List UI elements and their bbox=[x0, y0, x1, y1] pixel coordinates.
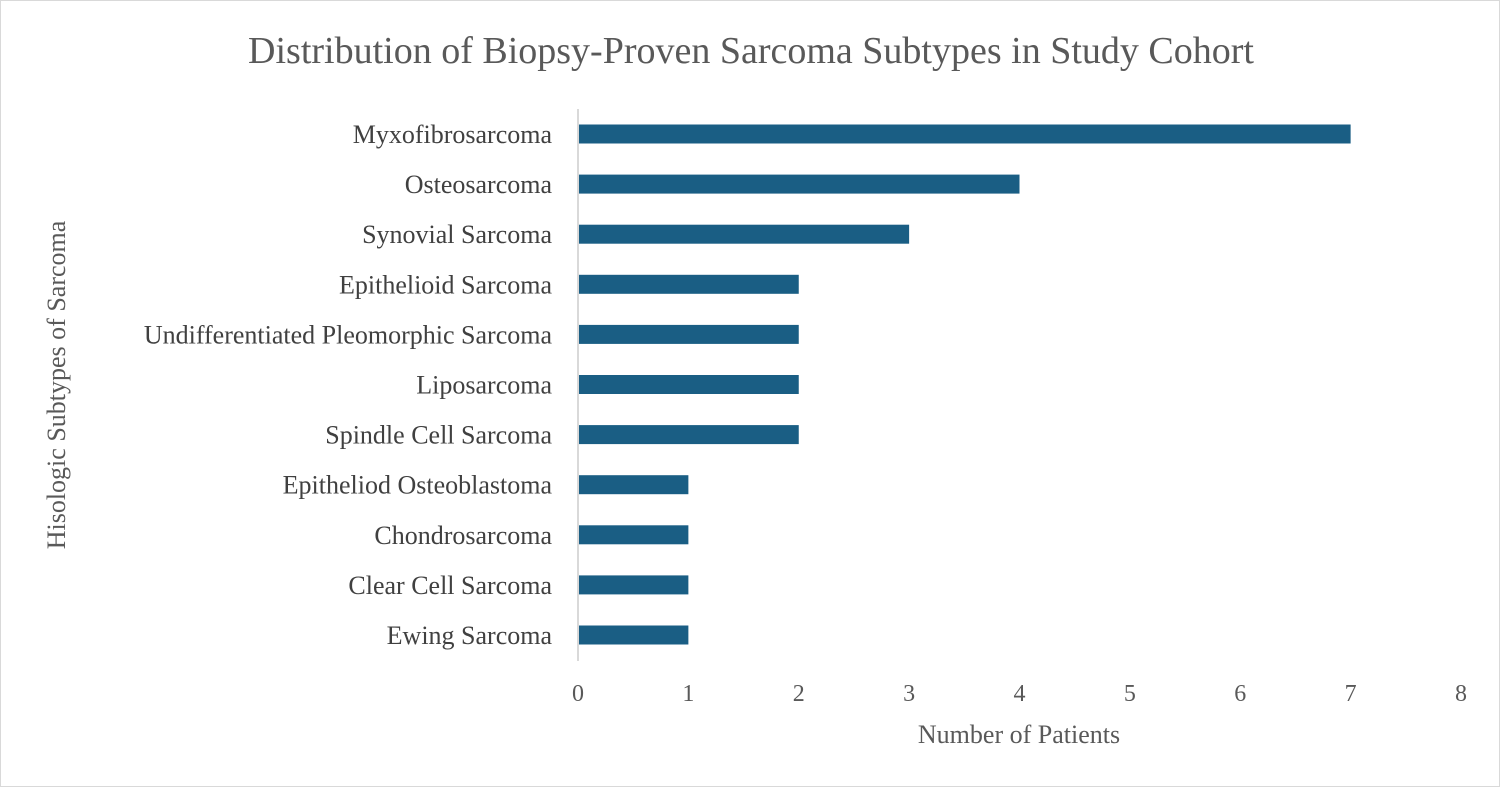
category-label: Undifferentiated Pleomorphic Sarcoma bbox=[144, 320, 553, 349]
category-label: Epitheliod Osteoblastoma bbox=[283, 471, 553, 500]
bar bbox=[578, 625, 689, 645]
x-axis-title: Number of Patients bbox=[918, 720, 1120, 749]
x-tick-label: 8 bbox=[1455, 681, 1467, 707]
category-label: Osteosarcoma bbox=[405, 170, 553, 199]
category-label: Myxofibrosarcoma bbox=[353, 120, 553, 149]
x-tick-label: 0 bbox=[572, 681, 584, 707]
x-tick-label: 7 bbox=[1345, 681, 1357, 707]
category-label: Spindle Cell Sarcoma bbox=[325, 421, 552, 450]
bar bbox=[578, 324, 799, 344]
category-label: Synovial Sarcoma bbox=[362, 220, 552, 249]
bar bbox=[578, 475, 689, 495]
bar bbox=[578, 525, 689, 545]
bar bbox=[578, 124, 1351, 144]
x-tick-labels: 0 1 2 3 4 5 6 7 8 bbox=[572, 681, 1467, 707]
bar bbox=[578, 224, 910, 244]
x-tick-label: 4 bbox=[1014, 681, 1026, 707]
bar bbox=[578, 575, 689, 595]
x-tick-label: 6 bbox=[1234, 681, 1246, 707]
category-label: Liposarcoma bbox=[416, 371, 552, 400]
chart-title: Distribution of Biopsy-Proven Sarcoma Su… bbox=[248, 30, 1254, 72]
bars-group bbox=[578, 124, 1351, 645]
x-tick-label: 3 bbox=[903, 681, 915, 707]
category-label: Ewing Sarcoma bbox=[387, 621, 553, 650]
category-label: Clear Cell Sarcoma bbox=[348, 571, 552, 600]
x-tick-label: 1 bbox=[682, 681, 694, 707]
x-tick-label: 2 bbox=[793, 681, 805, 707]
category-label: Chondrosarcoma bbox=[374, 521, 552, 550]
bar bbox=[578, 274, 799, 294]
category-label: Epithelioid Sarcoma bbox=[339, 270, 552, 299]
bar bbox=[578, 174, 1020, 194]
y-axis-title: Hisologic Subtypes of Sarcoma bbox=[42, 220, 71, 549]
category-labels: Myxofibrosarcoma Osteosarcoma Synovial Sar… bbox=[144, 120, 553, 650]
bar bbox=[578, 375, 799, 394]
x-tick-label: 5 bbox=[1124, 681, 1136, 707]
bar bbox=[578, 425, 799, 445]
